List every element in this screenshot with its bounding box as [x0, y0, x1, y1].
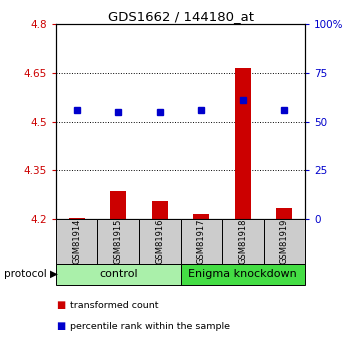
Bar [180, 219, 222, 264]
Bar [110, 191, 126, 219]
Bar [222, 219, 264, 264]
Bar [139, 219, 180, 264]
Text: GSM81919: GSM81919 [280, 219, 289, 264]
Bar [152, 201, 168, 219]
Text: GSM81917: GSM81917 [197, 219, 206, 264]
Text: control: control [99, 269, 138, 279]
Bar [264, 219, 305, 264]
Text: ■: ■ [56, 321, 65, 331]
Text: transformed count: transformed count [70, 301, 159, 310]
Bar [97, 219, 139, 264]
Bar [277, 208, 292, 219]
Text: percentile rank within the sample: percentile rank within the sample [70, 322, 230, 331]
Bar [69, 218, 84, 219]
Bar [235, 68, 251, 219]
Text: GSM81918: GSM81918 [238, 219, 247, 264]
Bar [193, 214, 209, 219]
Bar [56, 219, 97, 264]
Bar [180, 264, 305, 285]
Text: GSM81914: GSM81914 [72, 219, 81, 264]
Text: GSM81915: GSM81915 [114, 219, 123, 264]
Title: GDS1662 / 144180_at: GDS1662 / 144180_at [108, 10, 253, 23]
Text: ■: ■ [56, 300, 65, 310]
Bar [56, 264, 180, 285]
Text: protocol ▶: protocol ▶ [4, 269, 58, 279]
Text: Enigma knockdown: Enigma knockdown [188, 269, 297, 279]
Text: GSM81916: GSM81916 [155, 219, 164, 264]
